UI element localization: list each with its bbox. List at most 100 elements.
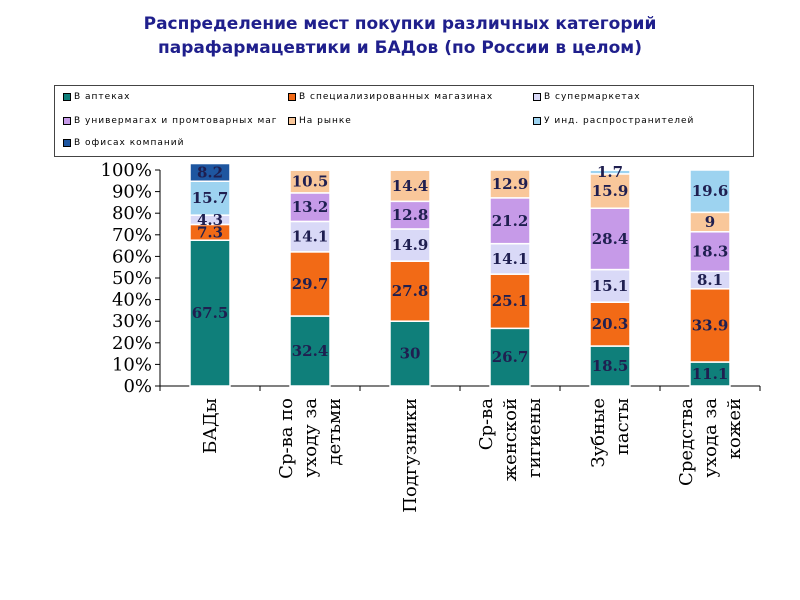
chart-legend: В аптеках В специализированных магазинах В… (54, 85, 754, 157)
data-label: 4.3 (197, 211, 223, 229)
data-label: 14.1 (292, 228, 329, 246)
bar-segment (389, 228, 431, 262)
chart-title: Распределение мест покупки различных кат… (0, 12, 800, 60)
y-tick-label: 100% (101, 160, 152, 181)
legend-swatch (63, 93, 71, 101)
category-label-line: Средства (676, 398, 697, 486)
bar-segment (489, 273, 531, 330)
data-label: 25.1 (492, 292, 529, 310)
y-tick-label: 40% (112, 290, 152, 311)
bar-segment (389, 260, 431, 322)
legend-item: В офисах компаний (63, 138, 184, 148)
data-label: 15.7 (192, 189, 229, 207)
category-label-line: ухода за (700, 398, 721, 478)
legend-label: В супермаркетах (544, 92, 641, 102)
data-label: 14.9 (392, 236, 429, 254)
data-label: 7.3 (197, 223, 223, 241)
category-label-line: женской (500, 398, 521, 481)
data-label: 1.7 (597, 163, 623, 181)
y-tick-label: 90% (112, 182, 152, 203)
category-label-line: Подгузники (400, 398, 421, 513)
category-label: Подгузники (400, 398, 421, 513)
data-label: 12.8 (392, 206, 429, 224)
bar-segment (489, 242, 531, 275)
y-tick-label: 30% (112, 311, 152, 332)
legend-item: В супермаркетах (533, 92, 641, 102)
legend-label: В аптеках (74, 92, 131, 102)
legend-item: У инд. распространителей (533, 116, 694, 126)
data-label: 9 (705, 213, 715, 231)
chart-title-line-2: парафармацевтики и БАДов (по России в це… (158, 38, 642, 58)
legend-swatch (288, 93, 296, 101)
data-label: 8.2 (197, 163, 223, 181)
category-label: Зубные пасты (588, 398, 633, 468)
data-label: 11.1 (692, 365, 729, 383)
legend-item: В универмагах и промтоварных маг (63, 116, 277, 126)
y-tick-label: 70% (112, 225, 152, 246)
category-label-line: уходу за (300, 398, 321, 478)
category-label: Ср-ва женской гигиены (476, 398, 545, 482)
bar-segment (589, 207, 631, 271)
data-label: 13.2 (292, 198, 329, 216)
category-label: БАДы (200, 398, 221, 454)
data-label: 30 (400, 345, 421, 363)
category-label-line: детьми (324, 398, 345, 466)
category-label: Средства ухода за кожей (676, 398, 745, 486)
bar-segment (289, 315, 331, 387)
legend-item: В специализированных магазинах (288, 92, 493, 102)
legend-label: В специализированных магазинах (299, 92, 494, 102)
bar-segment (389, 169, 431, 203)
legend-item: На рынке (288, 116, 352, 126)
data-label: 10.5 (292, 173, 329, 191)
data-label: 33.9 (692, 316, 729, 334)
y-tick-label: 60% (112, 246, 152, 267)
data-label: 28.4 (592, 230, 629, 248)
y-tick-label: 0% (123, 376, 152, 397)
category-label-line: кожей (724, 398, 745, 459)
data-label: 18.5 (592, 357, 629, 375)
data-label: 29.7 (292, 275, 329, 293)
y-tick-label: 10% (112, 354, 152, 375)
bar-segment (589, 268, 631, 303)
legend-swatch (288, 117, 296, 125)
legend-swatch (533, 93, 541, 101)
bar-segment (489, 169, 531, 199)
data-label: 19.6 (692, 182, 729, 200)
category-label-line: БАДы (200, 398, 221, 454)
bar-segment (589, 345, 631, 387)
category-label-line: гигиены (524, 398, 545, 478)
bar-segment (289, 169, 331, 194)
bar-segment (289, 220, 331, 253)
bar-segment (289, 251, 331, 317)
legend-swatch (63, 139, 71, 147)
data-label: 12.9 (492, 175, 529, 193)
data-label: 15.9 (592, 182, 629, 200)
bar-segment (689, 288, 731, 363)
legend-label: У инд. распространителей (544, 116, 695, 126)
y-tick-label: 50% (112, 268, 152, 289)
category-label-line: пасты (612, 398, 633, 455)
data-label: 32.4 (292, 342, 329, 360)
data-label: 14.1 (492, 250, 529, 268)
legend-item: В аптеках (63, 92, 131, 102)
legend-label: В офисах компаний (74, 138, 185, 148)
data-label: 20.3 (592, 315, 629, 333)
category-label-line: Зубные (588, 398, 609, 468)
legend-swatch (63, 117, 71, 125)
data-label: 8.1 (697, 271, 723, 289)
legend-label: В универмагах и промтоварных маг (74, 116, 278, 126)
legend-label: На рынке (299, 116, 352, 126)
data-label: 18.3 (692, 243, 729, 261)
legend-swatch (533, 117, 541, 125)
category-label-line: Ср-ва по (276, 398, 297, 479)
chart-title-line-1: Распределение мест покупки различных кат… (143, 14, 657, 34)
bar-segment (489, 327, 531, 387)
bar-segment (289, 192, 331, 223)
bar-segment (189, 180, 231, 216)
data-label: 27.8 (392, 282, 429, 300)
bar-segment (389, 320, 431, 387)
bar-segment (689, 169, 731, 214)
data-label: 15.1 (592, 277, 629, 295)
bar-segment (389, 200, 431, 230)
